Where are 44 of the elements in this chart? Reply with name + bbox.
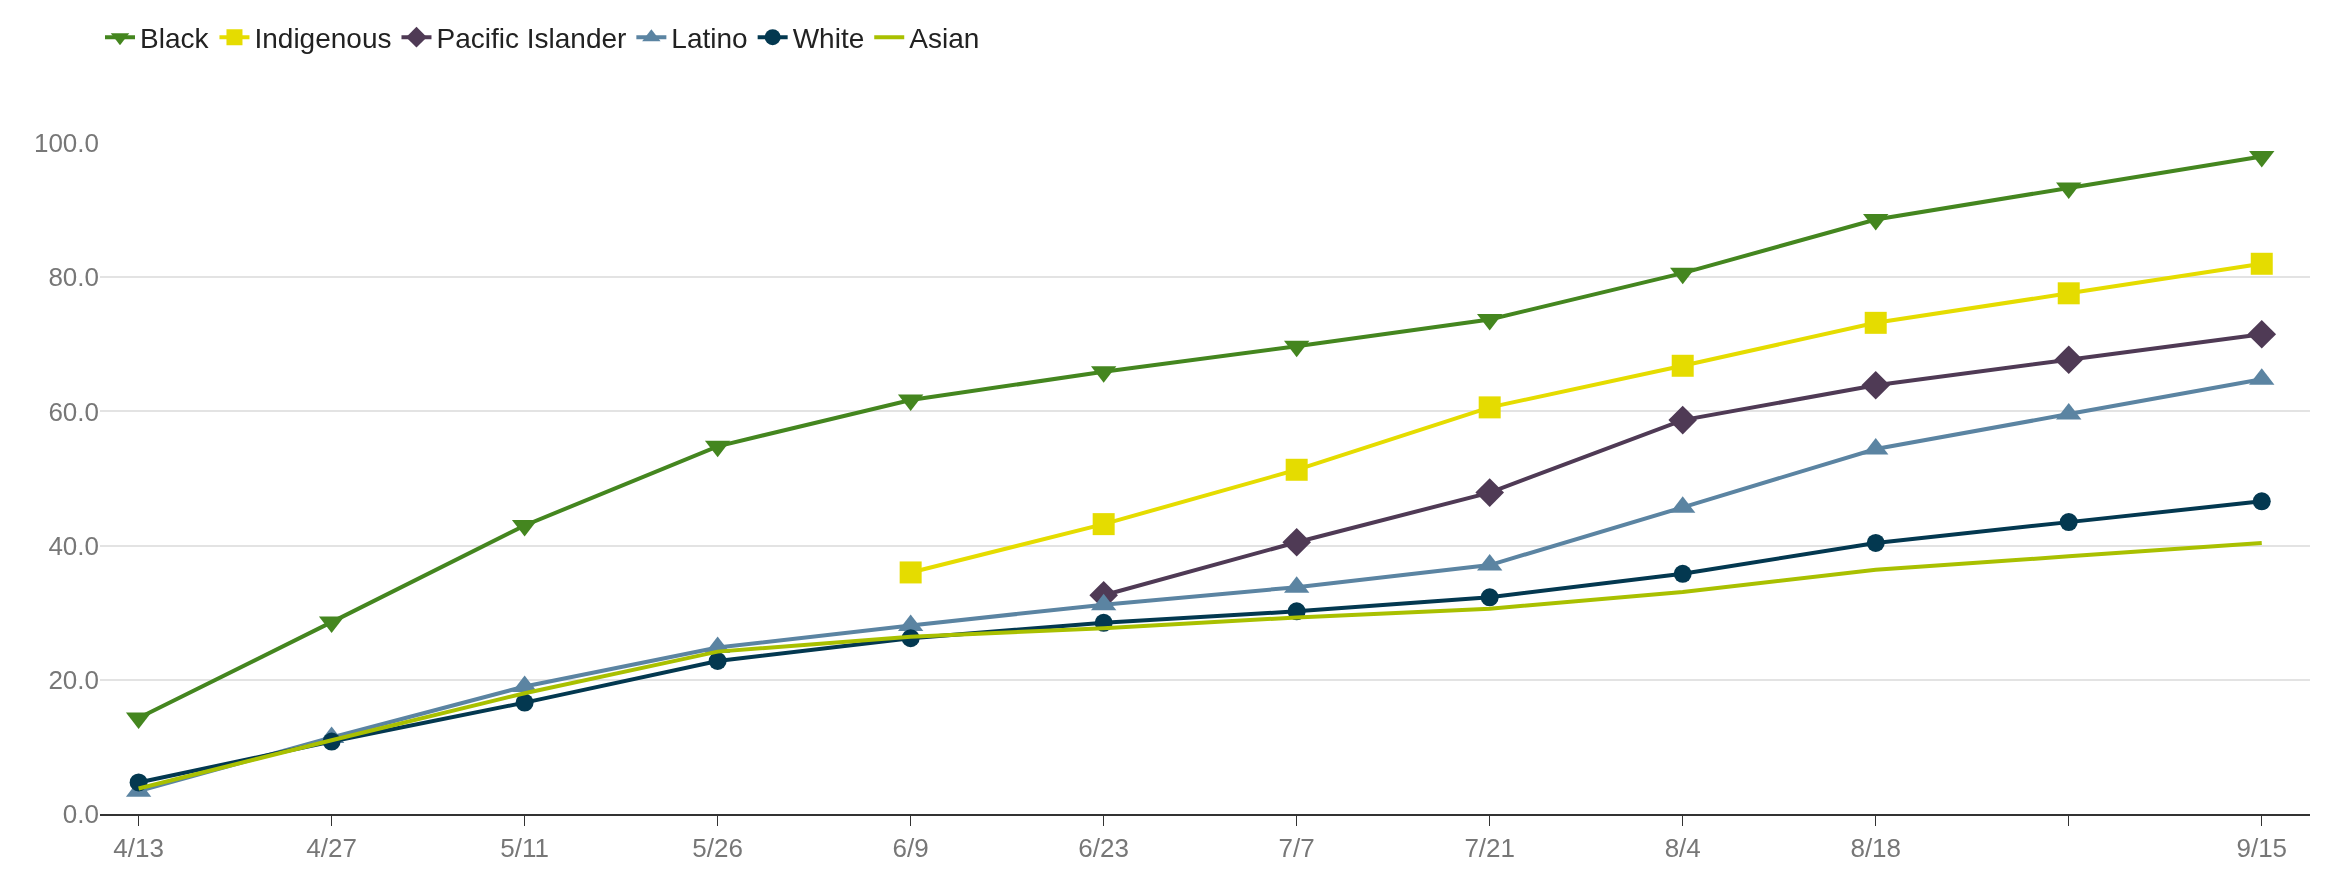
x-tick-label: 6/9 — [892, 833, 929, 864]
point — [1866, 533, 1885, 552]
point — [1668, 405, 1698, 435]
point — [2059, 513, 2078, 532]
point — [2250, 252, 2273, 275]
point — [1671, 354, 1694, 377]
y-tick-label: 100.0 — [33, 128, 99, 159]
point — [515, 693, 534, 712]
x-tick-label: 5/11 — [500, 833, 549, 864]
point — [1864, 311, 1887, 334]
point — [2057, 282, 2080, 305]
point — [899, 561, 922, 584]
legend-label: Indigenous — [254, 23, 392, 55]
point — [1478, 396, 1501, 419]
point — [1480, 588, 1499, 607]
legend-label: Pacific Islander — [436, 23, 627, 55]
point — [1673, 564, 1692, 583]
y-tick-label: 40.0 — [48, 530, 99, 561]
x-tick-label: 5/26 — [692, 833, 743, 864]
point — [2252, 492, 2271, 511]
y-tick-label: 60.0 — [48, 396, 99, 427]
legend-label: Asian — [909, 23, 980, 55]
x-tick-label: 7/7 — [1278, 833, 1315, 864]
x-tick-label: 9/15 — [2236, 833, 2288, 864]
point — [2054, 345, 2084, 375]
point — [1092, 513, 1115, 536]
y-tick-label: 80.0 — [48, 262, 99, 293]
point — [708, 652, 727, 670]
x-tick-label: 6/23 — [1078, 833, 1129, 864]
legend-label: Black — [140, 23, 210, 55]
point — [1282, 527, 1311, 557]
point — [1475, 478, 1504, 507]
point — [1861, 370, 1891, 400]
point — [2247, 319, 2277, 349]
x-tick-label: 4/13 — [113, 833, 164, 864]
x-tick-label: 8/4 — [1664, 833, 1701, 864]
point — [1285, 458, 1308, 481]
x-tick-label: 4/27 — [306, 833, 357, 864]
x-tick-label: 7/21 — [1464, 833, 1515, 864]
x-tick-label: 8/18 — [1850, 833, 1902, 864]
legend-label: Latino — [671, 23, 748, 55]
y-tick-label: 0.0 — [62, 799, 99, 830]
y-tick-label: 20.0 — [48, 664, 99, 695]
legend-label: White — [792, 23, 865, 55]
